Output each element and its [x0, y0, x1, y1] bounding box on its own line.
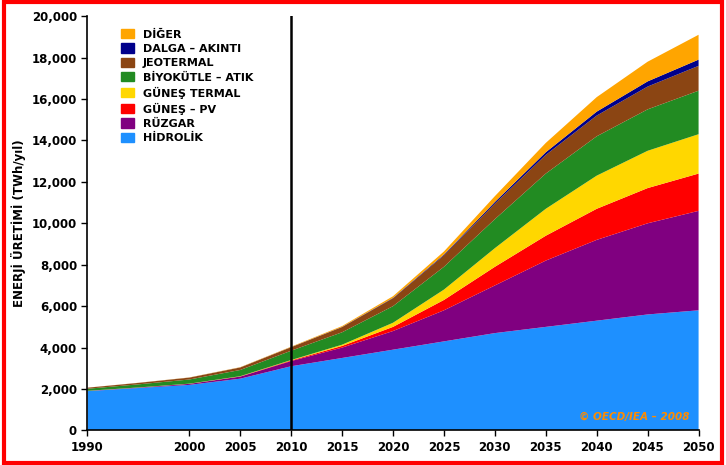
Legend: DİĞER, DALGA – AKINTI, JEOTERMAL, BİYOKÜTLE – ATIK, GÜNEŞ TERMAL, GÜNEŞ – PV, RÜ: DİĞER, DALGA – AKINTI, JEOTERMAL, BİYOKÜ…: [118, 26, 257, 146]
Text: © OECD/IEA – 2008: © OECD/IEA – 2008: [579, 412, 690, 422]
Y-axis label: ENERJİ ÜRETİMİ (TWh/yıl): ENERJİ ÜRETİMİ (TWh/yıl): [11, 140, 26, 307]
